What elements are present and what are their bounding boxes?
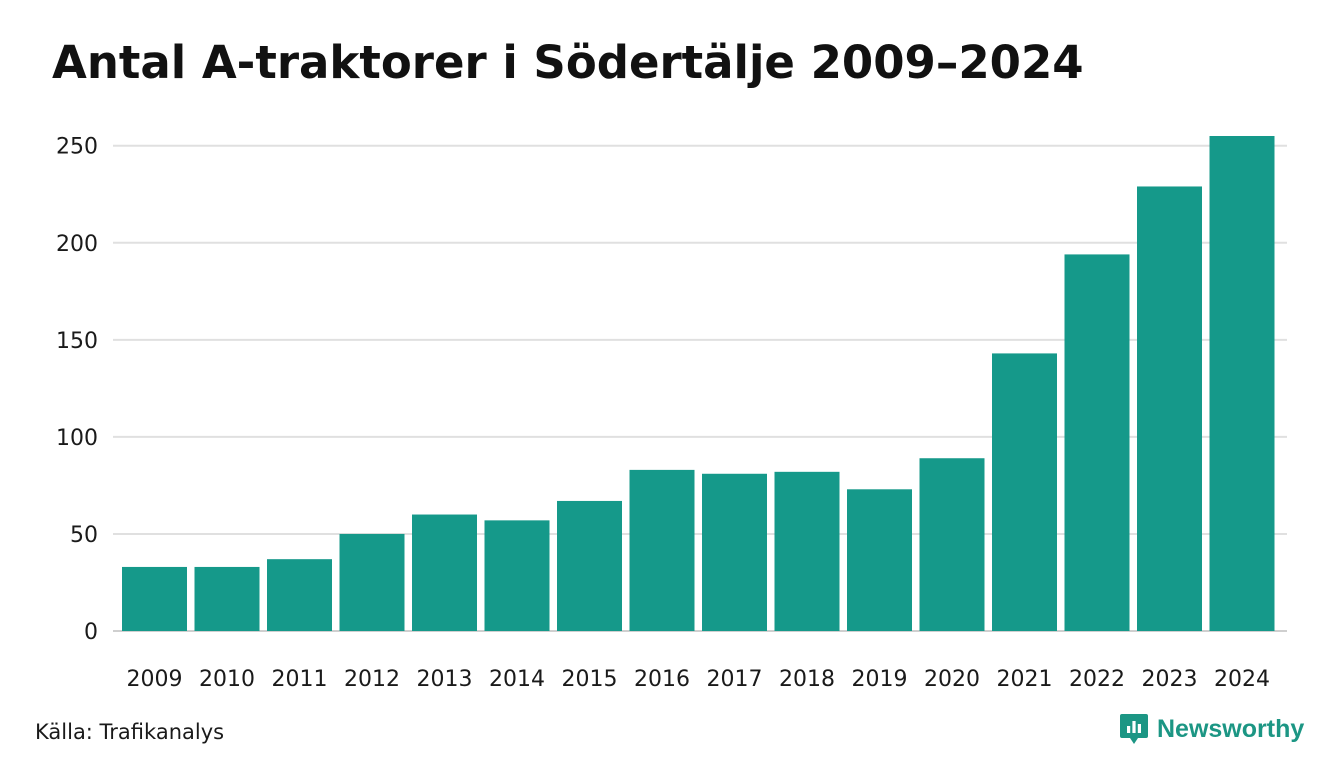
- x-tick-label: 2013: [417, 667, 473, 692]
- x-tick-label: 2011: [272, 667, 328, 692]
- x-tick-label: 2018: [779, 667, 835, 692]
- y-tick-label: 0: [84, 620, 98, 645]
- brand-name: Newsworthy: [1157, 714, 1305, 743]
- x-tick-label: 2022: [1069, 667, 1125, 692]
- bar: [122, 566, 187, 631]
- y-tick-label: 200: [56, 232, 98, 257]
- x-tick-label: 2023: [1142, 667, 1198, 692]
- bar: [267, 559, 332, 631]
- x-tick-label: 2021: [997, 667, 1053, 692]
- bar: [412, 514, 477, 631]
- bar: [484, 520, 550, 631]
- y-tick-label: 100: [56, 426, 98, 451]
- bar: [1209, 136, 1275, 631]
- x-tick-label: 2024: [1214, 667, 1270, 692]
- x-tick-label: 2017: [707, 667, 763, 692]
- x-tick-label: 2015: [562, 667, 618, 692]
- y-tick-label: 50: [70, 523, 98, 548]
- bar: [629, 469, 695, 631]
- bar: [774, 471, 840, 631]
- brand-logo[interactable]: Newsworthy: [1119, 712, 1304, 746]
- x-tick-label: 2020: [924, 667, 980, 692]
- source-note: Källa: Trafikanalys: [35, 720, 225, 744]
- y-tick-label: 150: [56, 329, 98, 354]
- newsworthy-logo-icon: [1120, 714, 1148, 744]
- x-tick-label: 2014: [489, 667, 545, 692]
- y-tick-label: 250: [56, 135, 98, 160]
- bar: [847, 489, 912, 631]
- chart-title: Antal A-traktorer i Södertälje 2009–2024: [52, 36, 1084, 89]
- bar: [194, 566, 260, 631]
- bar: [702, 473, 767, 631]
- bar: [339, 533, 405, 631]
- bar: [919, 458, 985, 631]
- x-tick-label: 2019: [852, 667, 908, 692]
- x-tick-label: 2009: [127, 667, 183, 692]
- bar: [1137, 186, 1202, 631]
- x-tick-label: 2016: [634, 667, 690, 692]
- bar: [557, 500, 622, 631]
- bar: [992, 353, 1057, 631]
- x-tick-label: 2012: [344, 667, 400, 692]
- bar: [1064, 254, 1130, 632]
- x-tick-label: 2010: [199, 667, 255, 692]
